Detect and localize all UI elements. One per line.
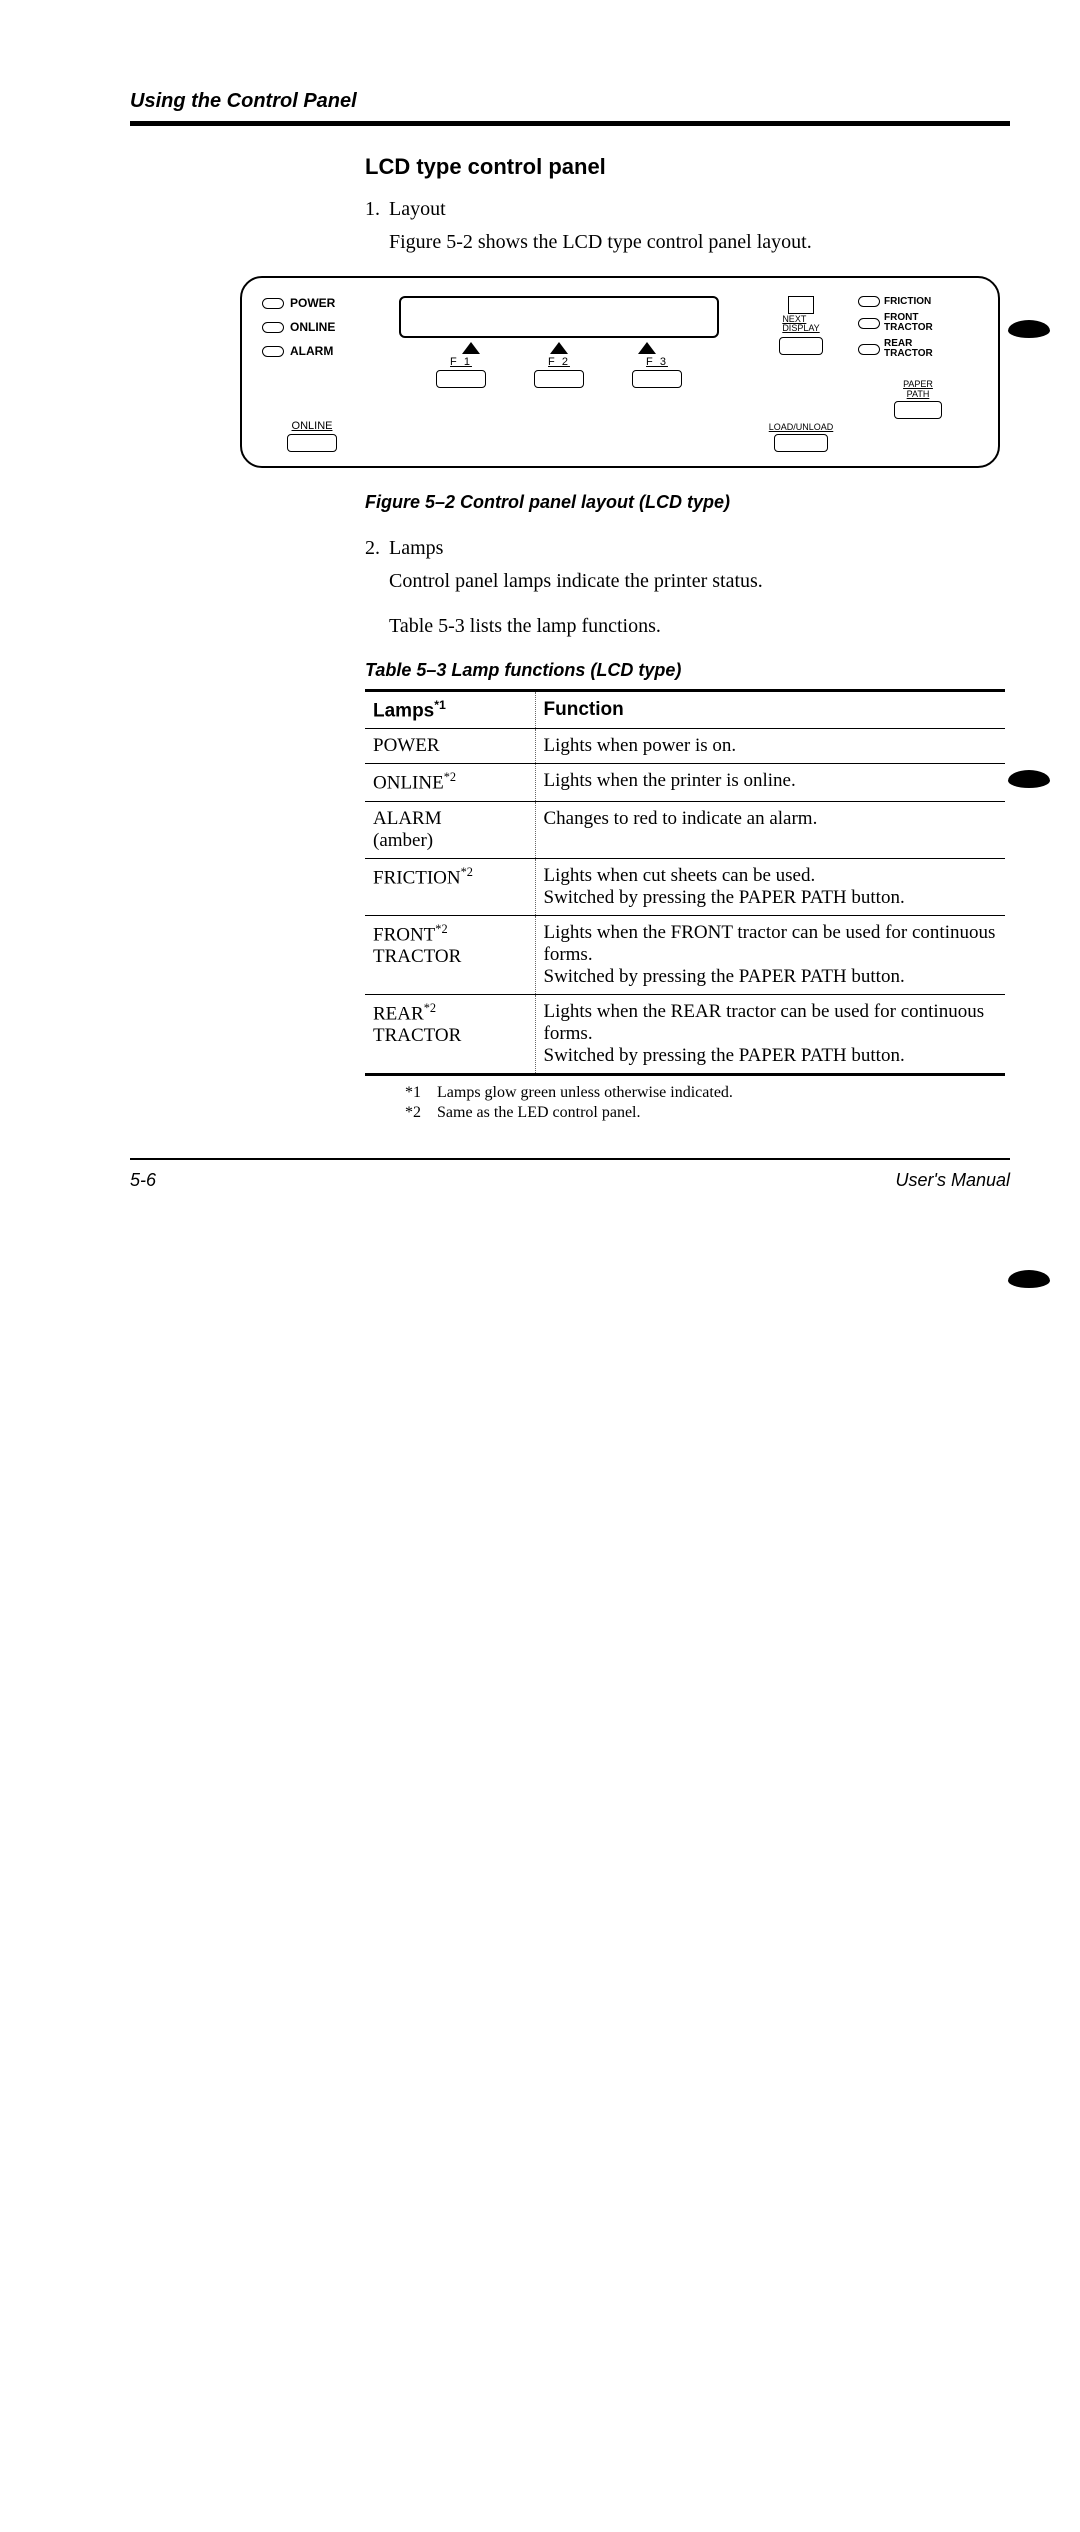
table-row: ALARM(amber)Changes to red to indicate a… [365,801,1005,858]
online-button-label: ONLINE [292,420,333,432]
right-column: FRICTION FRONT TRACTOR REAR TRACTOR PAPE… [858,296,978,452]
f1-key: F 1 [431,356,491,388]
online-button-block: ONLINE [262,420,362,452]
load-unload-block: LOAD/UNLOAD [769,422,834,452]
scan-artifact [1008,320,1050,338]
lamp-icon [858,318,880,329]
center-column: F 1 F 2 F 3 [374,296,744,452]
footnote-marker: *2 [405,1104,429,1122]
item2-body2: Table 5-3 lists the lamp functions. [389,615,1005,638]
cell-lamp: ONLINE*2 [365,764,535,801]
header-rule [130,121,1010,126]
cell-lamp: POWER [365,729,535,764]
page-number: 5-6 [130,1170,156,1191]
up-arrow-icon [550,342,568,354]
cell-function: Lights when cut sheets can be used.Switc… [535,858,1005,915]
th-function: Function [535,691,1005,729]
cell-function: Changes to red to indicate an alarm. [535,801,1005,858]
lamp-alarm-label: ALARM [290,344,333,358]
scan-artifact [1008,770,1050,788]
lamp-icon [262,298,284,309]
lamp-icon [858,344,880,355]
list-item-1: 1. Layout [365,198,1005,221]
item-label: Lamps [389,537,443,560]
figure-caption: Figure 5–2 Control panel layout (LCD typ… [365,492,1010,513]
paper-path-label: PAPER PATH [903,379,933,399]
cell-function: Lights when the printer is online. [535,764,1005,801]
table-row: ONLINE*2Lights when the printer is onlin… [365,764,1005,801]
paper-path-block: PAPER PATH [858,379,978,419]
item-number: 1. [365,198,389,221]
footnote2: Same as the LED control panel. [437,1104,641,1122]
lamp-icon [262,322,284,333]
section-title: LCD type control panel [365,154,1005,180]
cell-lamp: FRICTION*2 [365,858,535,915]
lamp-icon [262,346,284,357]
table-row: POWERLights when power is on. [365,729,1005,764]
f3-key: F 3 [627,356,687,388]
footnote-marker: *1 [405,1084,429,1102]
th-lamps: Lamps*1 [365,691,535,729]
cell-lamp: FRONT*2TRACTOR [365,915,535,994]
lamp-icon [858,296,880,307]
load-unload-label: LOAD/UNLOAD [769,422,834,432]
page-footer: 5-6 User's Manual [130,1170,1010,1191]
cell-function: Lights when the FRONT tractor can be use… [535,915,1005,994]
control-panel-figure: POWER ONLINE ALARM ONLINE F 1 F 2 F 3 [240,276,1000,468]
lamp-online-label: ONLINE [290,320,335,334]
table-caption: Table 5–3 Lamp functions (LCD type) [365,660,1005,681]
running-header: Using the Control Panel [130,90,1010,113]
footer-rule [130,1158,1010,1160]
cell-lamp: REAR*2TRACTOR [365,994,535,1074]
f3-label: F 3 [646,356,668,368]
item1-body: Figure 5-2 shows the LCD type control pa… [389,231,1005,254]
table-row: REAR*2TRACTORLights when the REAR tracto… [365,994,1005,1074]
left-lamp-column: POWER ONLINE ALARM [262,296,362,358]
lcd-display [399,296,719,338]
f2-key: F 2 [529,356,589,388]
cell-function: Lights when power is on. [535,729,1005,764]
lamp-front-tractor-label: FRONT TRACTOR [884,313,933,333]
table-footnotes: *1 Lamps glow green unless otherwise indi… [405,1084,1005,1122]
table-row: FRONT*2TRACTORLights when the FRONT trac… [365,915,1005,994]
item2-body1: Control panel lamps indicate the printer… [389,570,1005,593]
online-button [287,434,337,452]
next-display-block: NEXT DISPLAY [779,296,823,355]
lamp-friction-label: FRICTION [884,297,931,307]
item-label: Layout [389,198,446,221]
lamp-power-label: POWER [290,296,335,310]
table-row: FRICTION*2Lights when cut sheets can be … [365,858,1005,915]
cell-lamp: ALARM(amber) [365,801,535,858]
up-arrow-icon [462,342,480,354]
manual-title: User's Manual [896,1170,1010,1191]
footnote1: Lamps glow green unless otherwise indica… [437,1084,733,1102]
lamp-rear-tractor-label: REAR TRACTOR [884,339,933,359]
item-number: 2. [365,537,389,560]
f1-label: F 1 [450,356,472,368]
f2-label: F 2 [548,356,570,368]
list-item-2: 2. Lamps [365,537,1005,560]
cell-function: Lights when the REAR tractor can be used… [535,994,1005,1074]
up-arrow-icon [638,342,656,354]
scan-artifact [1008,1270,1050,1288]
next-display-label: NEXT DISPLAY [782,315,819,333]
lamp-functions-table: Lamps*1 Function POWERLights when power … [365,689,1005,1076]
